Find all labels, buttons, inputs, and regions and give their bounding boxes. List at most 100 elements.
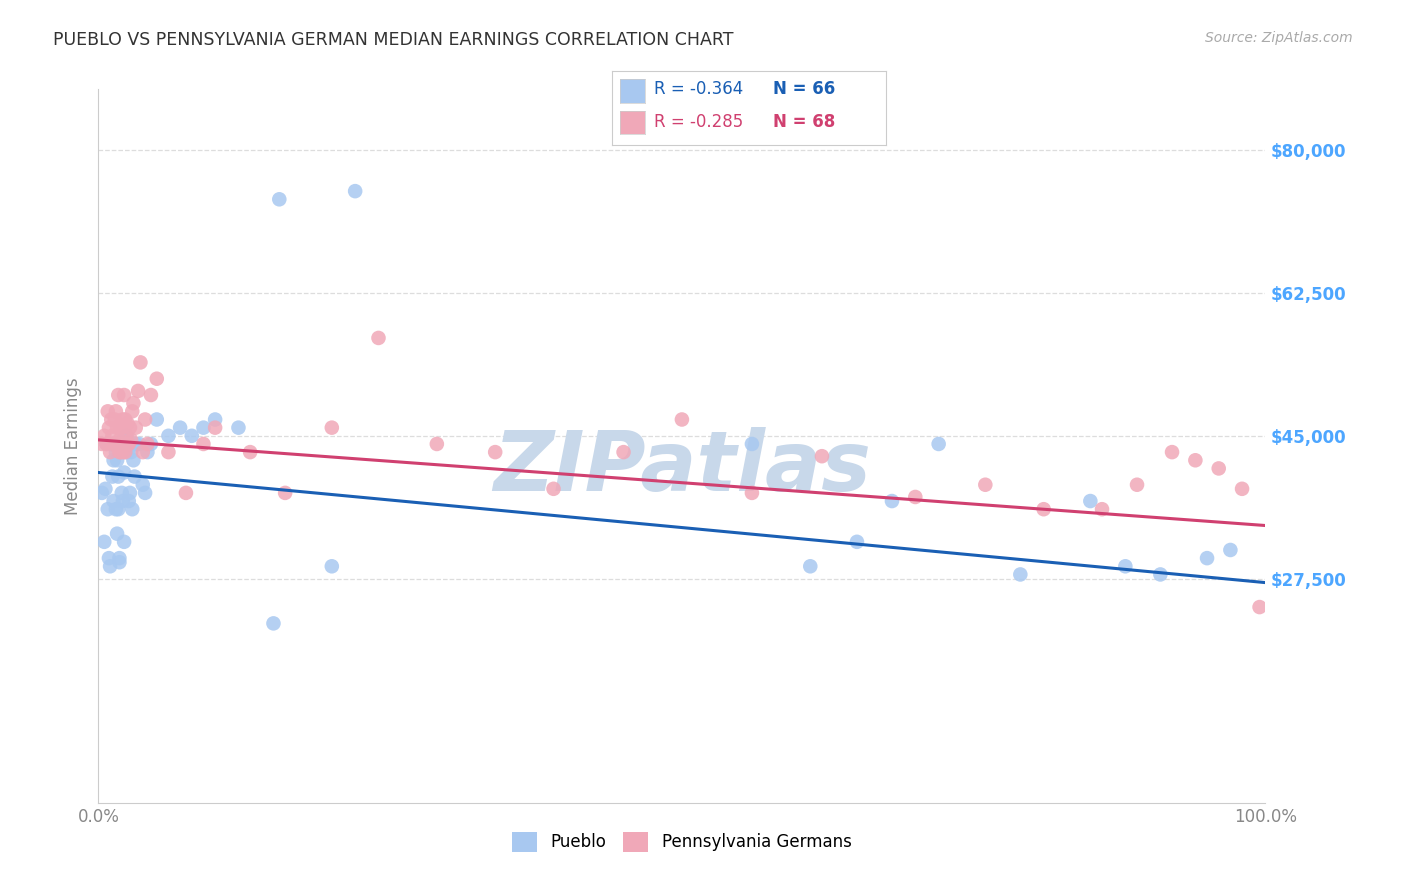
- Point: [117, 437, 139, 451]
- Point: [1184, 453, 1206, 467]
- Point: [1149, 567, 1171, 582]
- Point: [108, 555, 131, 569]
- Point: [193, 437, 215, 451]
- Point: [114, 445, 136, 459]
- Point: [974, 477, 997, 491]
- Point: [100, 412, 122, 426]
- Point: [112, 534, 135, 549]
- Point: [193, 420, 215, 434]
- Point: [136, 437, 159, 451]
- Point: [111, 445, 134, 459]
- Point: [146, 372, 169, 386]
- Text: Source: ZipAtlas.com: Source: ZipAtlas.com: [1205, 31, 1353, 45]
- Point: [1114, 559, 1136, 574]
- Point: [104, 437, 127, 451]
- Point: [104, 437, 127, 451]
- Point: [811, 449, 834, 463]
- Point: [122, 396, 145, 410]
- Point: [105, 526, 128, 541]
- Point: [112, 466, 135, 480]
- Point: [118, 420, 141, 434]
- Point: [108, 445, 131, 459]
- Point: [204, 420, 226, 434]
- Point: [111, 437, 134, 451]
- Text: R = -0.285: R = -0.285: [654, 113, 742, 131]
- Point: [146, 412, 169, 426]
- Point: [117, 445, 139, 459]
- Point: [105, 453, 128, 467]
- Point: [157, 429, 180, 443]
- Point: [125, 420, 148, 434]
- Point: [129, 355, 152, 369]
- Point: [104, 445, 127, 459]
- Point: [118, 486, 141, 500]
- Point: [157, 445, 180, 459]
- Point: [110, 437, 132, 451]
- Point: [274, 486, 297, 500]
- Point: [110, 420, 132, 434]
- Point: [96, 437, 118, 451]
- Point: [1195, 551, 1218, 566]
- Point: [107, 437, 129, 451]
- Point: [125, 437, 148, 451]
- Point: [1208, 461, 1230, 475]
- Text: ZIPatlas: ZIPatlas: [494, 427, 870, 508]
- Point: [115, 429, 138, 443]
- Legend: Pueblo, Pennsylvania Germans: Pueblo, Pennsylvania Germans: [506, 825, 858, 859]
- Point: [321, 420, 343, 434]
- Point: [98, 559, 121, 574]
- Point: [108, 551, 131, 566]
- Point: [128, 437, 150, 451]
- Point: [103, 494, 125, 508]
- Point: [90, 437, 112, 451]
- Point: [1010, 567, 1032, 582]
- Point: [262, 616, 284, 631]
- Point: [132, 477, 155, 491]
- Point: [124, 469, 146, 483]
- Point: [880, 494, 903, 508]
- Point: [103, 453, 125, 467]
- Point: [1126, 477, 1149, 491]
- Point: [928, 437, 950, 451]
- Point: [98, 445, 121, 459]
- Text: R = -0.364: R = -0.364: [654, 80, 742, 98]
- Point: [204, 412, 226, 426]
- Point: [174, 486, 197, 500]
- Point: [1091, 502, 1114, 516]
- Point: [104, 502, 127, 516]
- Point: [118, 494, 141, 508]
- Y-axis label: Median Earnings: Median Earnings: [65, 377, 83, 515]
- Point: [117, 437, 139, 451]
- Point: [97, 404, 120, 418]
- Point: [1249, 600, 1271, 615]
- Point: [115, 429, 138, 443]
- Point: [132, 445, 155, 459]
- Point: [97, 420, 120, 434]
- Point: [426, 437, 449, 451]
- Point: [105, 420, 128, 434]
- Point: [1032, 502, 1054, 516]
- Text: PUEBLO VS PENNSYLVANIA GERMAN MEDIAN EARNINGS CORRELATION CHART: PUEBLO VS PENNSYLVANIA GERMAN MEDIAN EAR…: [53, 31, 734, 49]
- Point: [228, 420, 250, 434]
- Point: [269, 192, 291, 206]
- Point: [104, 404, 127, 418]
- Point: [111, 433, 134, 447]
- Point: [367, 331, 389, 345]
- Point: [118, 437, 141, 451]
- Point: [671, 412, 693, 426]
- Point: [1219, 543, 1241, 558]
- Point: [134, 412, 156, 426]
- Point: [108, 433, 131, 447]
- Point: [741, 437, 763, 451]
- Point: [122, 453, 145, 467]
- Point: [94, 482, 117, 496]
- Point: [112, 388, 135, 402]
- Point: [111, 420, 134, 434]
- Point: [120, 445, 142, 459]
- Point: [112, 437, 135, 451]
- Point: [111, 412, 134, 426]
- Point: [484, 445, 506, 459]
- Point: [1080, 494, 1102, 508]
- Point: [139, 437, 162, 451]
- Point: [344, 184, 367, 198]
